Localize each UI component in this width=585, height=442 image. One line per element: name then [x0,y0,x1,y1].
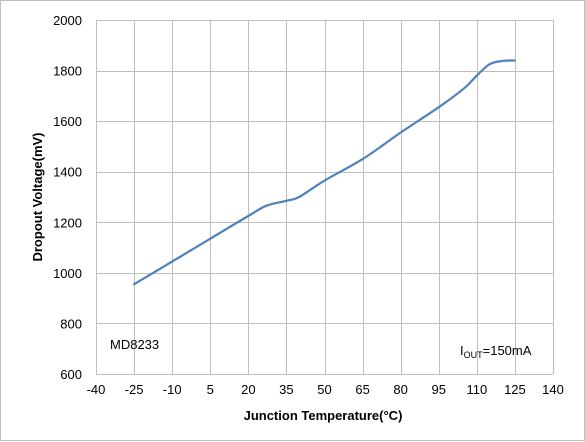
x-tick-label: -40 [87,382,106,397]
y-tick-label: 1400 [53,165,82,180]
y-tick-label: 2000 [53,13,82,28]
condition-label: IOUT=150mA [460,343,532,360]
x-tick-label: 140 [542,382,564,397]
x-tick-label: 125 [504,382,526,397]
y-tick-label: 1000 [53,266,82,281]
device-label: MD8233 [110,337,159,352]
y-tick-label: 600 [60,367,82,382]
x-tick-label: 95 [432,382,446,397]
x-tick-label: 65 [355,382,369,397]
y-tick-label: 1600 [53,114,82,129]
x-tick-label: -10 [163,382,182,397]
x-tick-label: 35 [279,382,293,397]
x-tick-label: 20 [241,382,255,397]
y-tick-label: 1200 [53,215,82,230]
x-tick-label: 110 [466,382,487,397]
x-tick-label: 50 [317,382,331,397]
y-tick-label: 1800 [53,64,82,79]
x-tick-label: 5 [207,382,214,397]
x-tick-label: -25 [125,382,144,397]
y-axis-title: Dropout Voltage(mV) [30,132,45,261]
y-tick-label: 800 [60,316,82,331]
x-axis-title: Junction Temperature(°C) [244,408,403,423]
x-tick-label: 80 [393,382,407,397]
